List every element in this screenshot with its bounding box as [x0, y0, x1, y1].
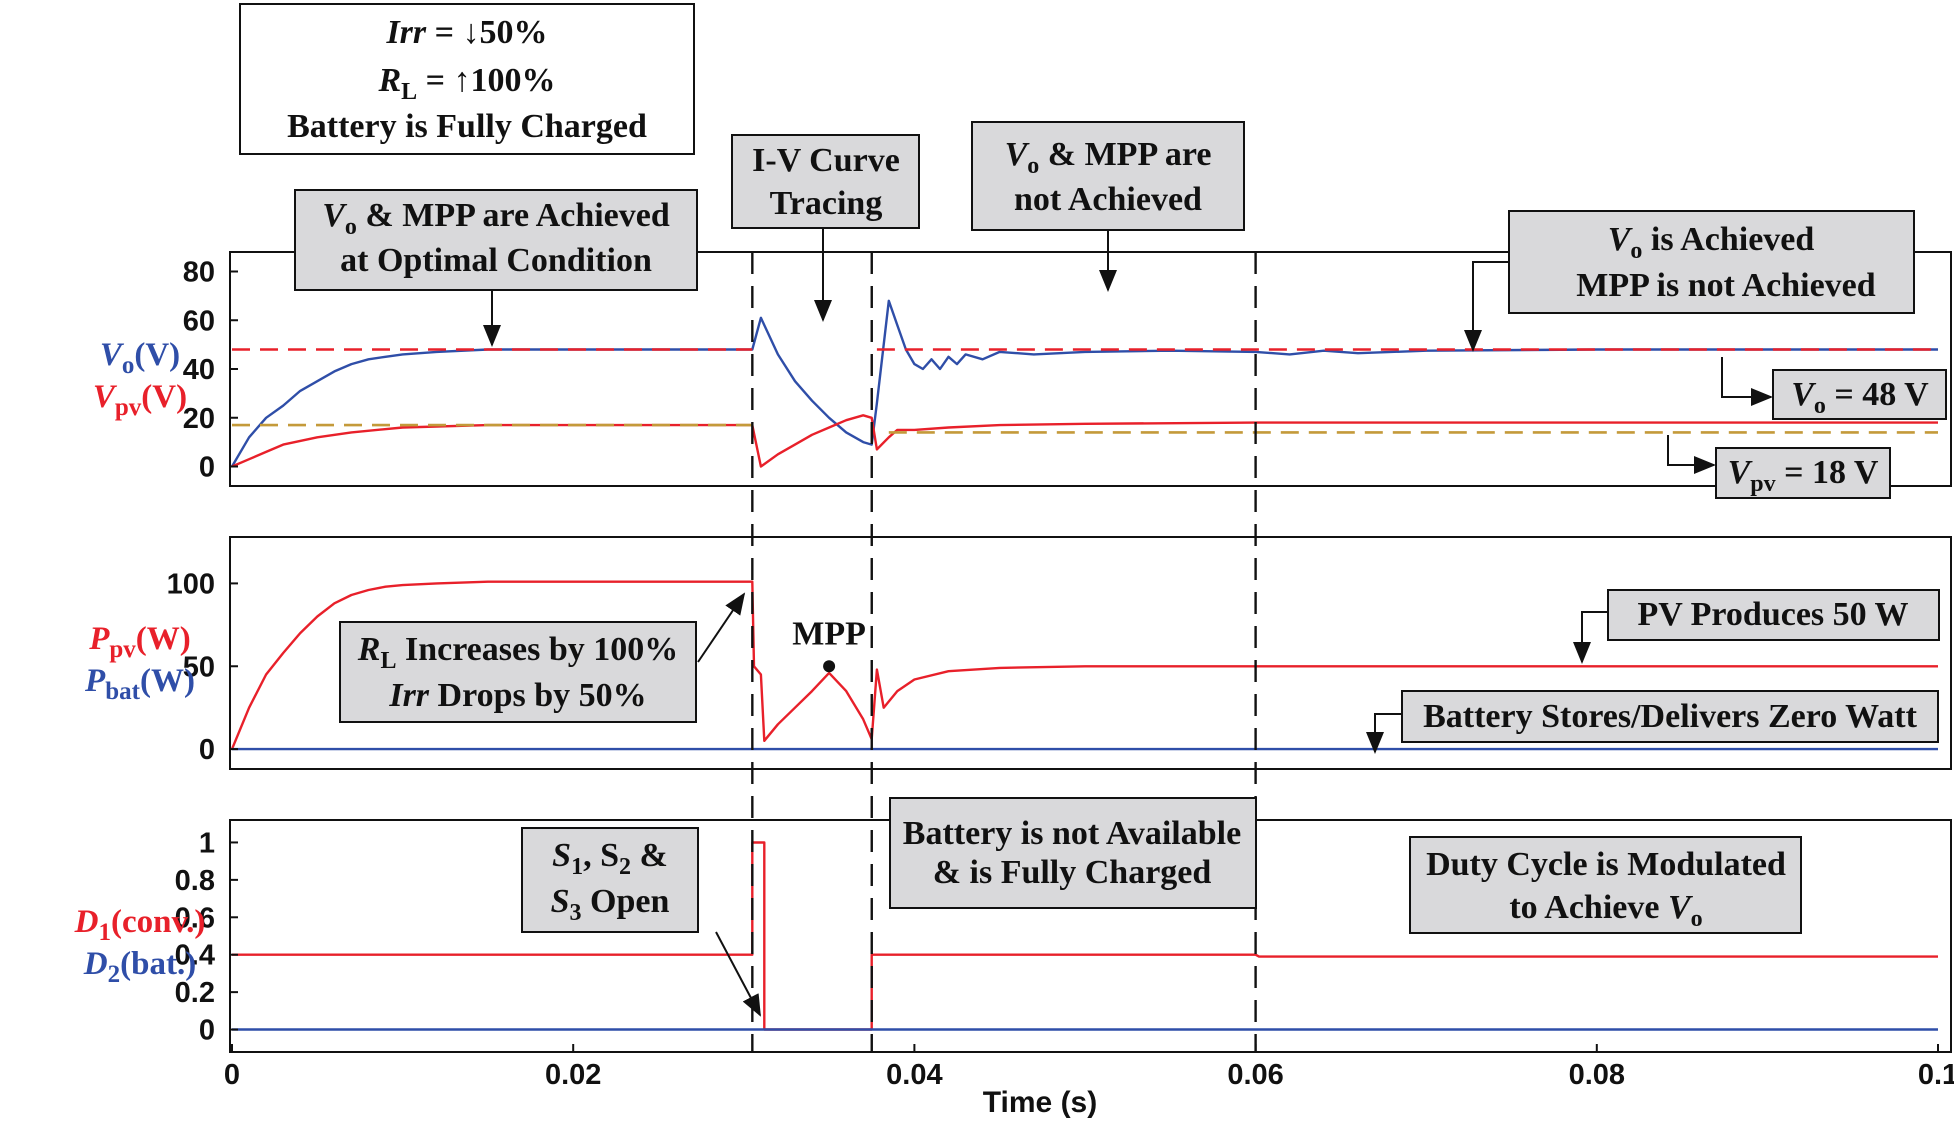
svg-text:Battery is not Available: Battery is not Available: [903, 815, 1241, 852]
box-battery-power: Battery Stores/Delivers Zero Watt: [1366, 690, 1939, 754]
mpp-annotation: MPP: [792, 615, 866, 673]
y-tick-label: 0.6: [175, 902, 215, 934]
mpp-point: [823, 660, 836, 673]
y-tick-label: 0: [199, 452, 215, 484]
svg-text:RL Increases by 100%: RL Increases by 100%: [357, 631, 678, 674]
x-tick-label: 0.06: [1227, 1059, 1283, 1091]
box-vo-achieved: Vo is Achieved MPP is not Achieved: [1464, 210, 1915, 352]
bottom-ylabel-1: D2(bat.): [83, 946, 196, 988]
svg-text:Battery Stores/Delivers Zero W: Battery Stores/Delivers Zero Watt: [1423, 698, 1918, 735]
y-tick-label: 1: [199, 827, 215, 859]
series-layer: [230, 299, 1938, 1031]
box-duty-cycle: Duty Cycle is Modulated to Achieve Vo: [1409, 836, 1802, 934]
middle-panel: [230, 580, 1938, 751]
x-tick-label: 0.04: [886, 1059, 942, 1091]
cond-battery: Battery is Fully Charged: [287, 108, 647, 145]
svg-text:to Achieve Vo: to Achieve Vo: [1509, 889, 1702, 932]
y-tick-label: 20: [183, 403, 215, 435]
y-tick-label: 0.8: [175, 865, 215, 897]
condition-box: Irr = ↓50% RL = ↑100% Battery is Fully C…: [239, 3, 695, 155]
box-vpv-value: Vpv = 18 V: [1667, 435, 1891, 499]
box-not-achieved: Vo & MPP are not Achieved: [971, 121, 1245, 292]
top-ylabel-0: Vo(V): [100, 337, 180, 379]
svg-text:MPP is not Achieved: MPP is not Achieved: [1576, 267, 1875, 304]
middle-ylabel-0: Ppv(W): [88, 621, 191, 663]
top-series-gold-reference: [232, 423, 1938, 434]
top-panel: [230, 299, 1938, 468]
box-battery-na: Battery is not Available & is Fully Char…: [889, 797, 1257, 909]
svg-text:Duty Cycle is Modulated: Duty Cycle is Modulated: [1426, 846, 1786, 883]
top-series-blue: [230, 299, 1938, 468]
y-axis-labels: Vo(V)Vpv(V) Ppv(W)Pbat(W) D1(conv.)D2(bat.…: [74, 337, 206, 988]
box-pv-power: PV Produces 50 W: [1573, 589, 1940, 664]
y-tick-label: 80: [183, 257, 215, 289]
svg-text:Irr Drops by 50%: Irr Drops by 50%: [388, 677, 646, 714]
mpp-label: MPP: [792, 615, 866, 652]
svg-text:PV Produces 50 W: PV Produces 50 W: [1637, 596, 1908, 633]
box-vo-value: Vo = 48 V: [1721, 357, 1947, 420]
box-switches: S1, S2 & S3 Open: [521, 827, 761, 1017]
x-tick-label: 0.02: [545, 1059, 601, 1091]
x-tick-label: 0.08: [1569, 1059, 1625, 1091]
y-tick-label: 0.2: [175, 977, 215, 1009]
svg-text:Vo is Achieved: Vo is Achieved: [1608, 221, 1815, 264]
middle-panel-frame: [229, 536, 1952, 770]
tick-labels: 0 20 40 60 80 0 50 100 0 0.2 0.4 0.6 0.8 1 0 0.02 0.04 0.…: [167, 257, 1954, 1092]
y-tick-label: 0.4: [175, 940, 215, 972]
svg-text:at Optimal Condition: at Optimal Condition: [340, 242, 652, 279]
svg-text:Vpv = 18 V: Vpv = 18 V: [1728, 454, 1879, 497]
svg-text:Vo & MPP are: Vo & MPP are: [1005, 136, 1212, 179]
box-iv-tracing: I-V Curve Tracing: [731, 134, 920, 322]
top-ylabel-1: Vpv(V): [93, 379, 187, 421]
x-tick-label: 0: [224, 1059, 240, 1091]
middle-series-red: [230, 580, 1938, 750]
middle-ylabel-1: Pbat(W): [84, 663, 195, 705]
x-tick-label: 0.1: [1918, 1059, 1954, 1091]
y-tick-label: 0: [199, 1015, 215, 1047]
y-tick-label: 40: [183, 354, 215, 386]
y-tick-label: 50: [183, 651, 215, 683]
svg-text:S1, S2 &: S1, S2 &: [552, 837, 668, 880]
svg-text:I-V Curve: I-V Curve: [752, 142, 900, 179]
bottom-ylabel-0: D1(conv.): [74, 904, 206, 946]
y-tick-label: 0: [199, 734, 215, 766]
cond-irr: Irr = ↓50%: [385, 14, 547, 51]
box-optimal: Vo & MPP are Achieved at Optimal Conditi…: [294, 189, 698, 347]
box-step-change: RL Increases by 100% Irr Drops by 50%: [339, 592, 746, 723]
y-tick-label: 100: [167, 568, 215, 600]
svg-text:& is Fully Charged: & is Fully Charged: [933, 854, 1212, 891]
svg-text:Tracing: Tracing: [770, 185, 883, 222]
svg-text:not Achieved: not Achieved: [1014, 181, 1202, 218]
svg-text:Vo = 48 V: Vo = 48 V: [1791, 376, 1929, 419]
svg-text:Vo & MPP are Achieved: Vo & MPP are Achieved: [322, 197, 670, 240]
top-series-red: [231, 414, 1938, 468]
svg-text:S3 Open: S3 Open: [551, 883, 670, 926]
event-lines: [751, 252, 1257, 1052]
x-axis-label: Time (s): [983, 1086, 1097, 1119]
cond-rl: RL = ↑100%: [377, 62, 555, 105]
y-tick-label: 60: [183, 305, 215, 337]
